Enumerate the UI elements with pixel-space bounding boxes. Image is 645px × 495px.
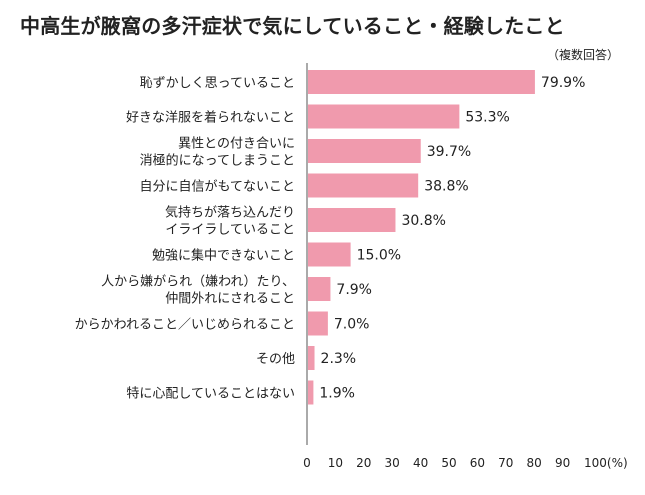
category-label: 好きな洋服を着られないこと bbox=[126, 110, 295, 126]
category-label: 異性との付き合いに bbox=[178, 137, 295, 152]
value-label: 79.9% bbox=[541, 75, 585, 91]
bar bbox=[308, 346, 315, 370]
bar bbox=[308, 139, 421, 163]
category-label: 仲間外れにされること bbox=[165, 292, 295, 307]
bar bbox=[308, 208, 396, 232]
category-label: 恥ずかしく思っていること bbox=[140, 76, 295, 91]
chart-title: 中高生が腋窩の多汗症状で気にしていること・経験したこと bbox=[20, 14, 565, 38]
bar bbox=[308, 311, 328, 336]
x-tick-label: 50 bbox=[441, 456, 456, 470]
bar bbox=[308, 380, 314, 405]
value-label: 15.0% bbox=[357, 248, 401, 264]
value-label: 7.9% bbox=[336, 282, 372, 298]
value-label: 30.8% bbox=[401, 213, 445, 229]
category-label: 特に心配していることはない bbox=[126, 387, 295, 402]
x-tick-label: 90 bbox=[555, 456, 570, 470]
value-label: 53.3% bbox=[465, 110, 509, 126]
category-label: イライラしていること bbox=[165, 223, 295, 238]
x-tick-label: 10 bbox=[328, 456, 343, 470]
bar bbox=[308, 173, 419, 198]
value-label: 2.3% bbox=[321, 351, 357, 367]
category-label: 気持ちが落ち込んだり bbox=[165, 205, 295, 221]
category-label: からかわれること／いじめられること bbox=[75, 318, 295, 333]
x-tick-label: 80 bbox=[527, 456, 542, 470]
x-tick-label: 0 bbox=[303, 456, 311, 470]
value-label: 7.0% bbox=[334, 317, 370, 333]
x-tick-label: 60 bbox=[470, 456, 485, 470]
category-label: その他 bbox=[256, 352, 295, 367]
category-label: 人から嫌がられ（嫌われ）たり、 bbox=[101, 275, 295, 290]
x-tick-label: 70 bbox=[498, 456, 513, 470]
value-label: 39.7% bbox=[427, 144, 471, 160]
x-tick-label: 40 bbox=[413, 456, 428, 470]
category-label: 自分に自信がもてないこと bbox=[140, 180, 295, 195]
category-label: 勉強に集中できないこと bbox=[152, 248, 295, 264]
chart-note: （複数回答） bbox=[546, 48, 619, 62]
category-label: 消極的になってしまうこと bbox=[140, 153, 295, 169]
bar bbox=[308, 70, 535, 94]
x-tick-label: 30 bbox=[385, 456, 400, 470]
bar bbox=[308, 104, 460, 129]
x-tick-label: 20 bbox=[356, 456, 371, 470]
value-label: 1.9% bbox=[319, 386, 355, 402]
bar bbox=[308, 242, 351, 267]
bar bbox=[308, 277, 331, 301]
value-label: 38.8% bbox=[424, 179, 468, 195]
x-tick-label: 100(%) bbox=[584, 456, 628, 470]
